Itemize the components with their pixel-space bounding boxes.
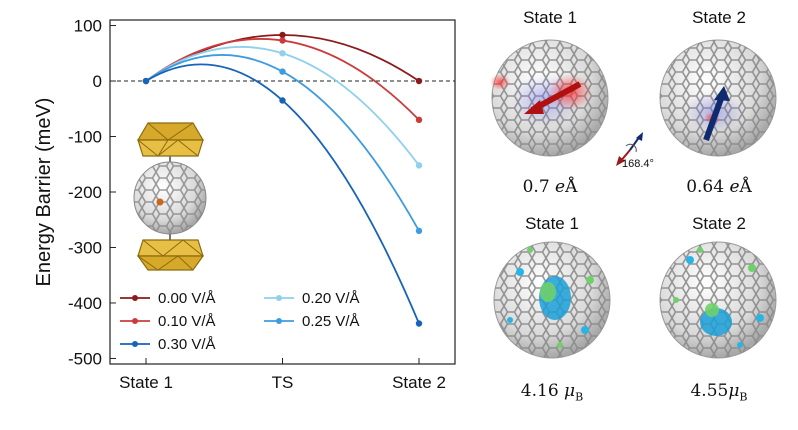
data-point bbox=[279, 31, 286, 39]
legend-label: 0.00 V/Å bbox=[158, 290, 216, 307]
panel-top-right-title: State 2 bbox=[692, 8, 746, 27]
panel-bottom-right-value-number: 4.55 bbox=[690, 381, 729, 401]
dipole-arrow-state2 bbox=[703, 94, 725, 142]
data-point bbox=[415, 116, 423, 124]
panel-bottom-left-title: State 1 bbox=[525, 214, 579, 233]
series-layer bbox=[142, 31, 423, 327]
panel-bottom-right-image bbox=[659, 241, 777, 359]
panel-bottom-left-value-number: 4.16 bbox=[520, 381, 559, 401]
x-tick-label: State 2 bbox=[392, 373, 446, 392]
legend-marker bbox=[132, 318, 138, 324]
legend-marker bbox=[276, 318, 282, 324]
y-tick-label: 0 bbox=[93, 72, 102, 91]
data-point bbox=[279, 97, 286, 104]
panel-top-left-value-number: 0.7 bbox=[522, 177, 550, 197]
junction-illustration bbox=[133, 122, 207, 271]
panel-bottom-left-image bbox=[493, 241, 611, 359]
y-tick-label: 100 bbox=[74, 17, 102, 36]
panel-top-right-value-unit-italic: e bbox=[729, 177, 740, 197]
gold-cluster-bottom bbox=[136, 239, 205, 271]
legend-label: 0.20 V/Å bbox=[302, 290, 360, 307]
y-tick-label: -100 bbox=[68, 128, 102, 147]
panel-bottom-right-title: State 2 bbox=[692, 214, 746, 233]
gold-cluster-top bbox=[136, 122, 205, 157]
panel-bottom-right-value: 4.55μB bbox=[669, 381, 769, 403]
panel-top-left-image bbox=[490, 39, 609, 157]
y-tick-label: -500 bbox=[68, 349, 102, 368]
legend-marker bbox=[132, 341, 138, 347]
panel-bottom-left-value: 4.16 μB bbox=[502, 381, 602, 403]
panel-bottom-right-value-unit-italic: μ bbox=[728, 381, 740, 401]
data-point bbox=[279, 37, 286, 44]
data-point bbox=[415, 162, 423, 169]
panel-top-right-value-unit: Å bbox=[739, 177, 752, 197]
legend-label: 0.30 V/Å bbox=[158, 336, 216, 353]
y-tick-label: -300 bbox=[68, 238, 102, 257]
legend-label: 0.25 V/Å bbox=[302, 313, 360, 330]
y-tick-label: -200 bbox=[68, 183, 102, 202]
panel-top-right-value: 0.64 eÅ bbox=[669, 177, 769, 197]
y-tick-label: -400 bbox=[68, 294, 102, 313]
x-tick-label: TS bbox=[272, 373, 294, 392]
legend-marker bbox=[132, 295, 138, 301]
data-point bbox=[279, 50, 286, 57]
panel-top-left-title: State 1 bbox=[523, 8, 577, 27]
data-point bbox=[415, 227, 423, 235]
legend-marker bbox=[276, 295, 282, 301]
data-point bbox=[415, 77, 423, 85]
data-point bbox=[279, 68, 286, 75]
data-point bbox=[415, 320, 423, 327]
data-point bbox=[142, 77, 150, 85]
panel-bottom-left-value-unit-italic: μ bbox=[564, 381, 576, 401]
panel-top-right-image bbox=[659, 39, 777, 157]
panel-bottom-left-value-unit-sub: B bbox=[575, 390, 584, 404]
fullerene-inset bbox=[133, 161, 207, 235]
angle-label: 168.4° bbox=[622, 158, 654, 170]
panel-bottom-right-value-unit-sub: B bbox=[739, 390, 748, 404]
x-tick-label: State 1 bbox=[119, 373, 173, 392]
panel-top-left-value: 0.7 eÅ bbox=[500, 177, 600, 197]
legend-label: 0.10 V/Å bbox=[158, 313, 216, 330]
x-axis: State 1 TS State 2 bbox=[119, 358, 446, 392]
angle-arrows bbox=[616, 132, 643, 166]
y-axis: 100 0 -100 -200 -300 -400 -500 bbox=[68, 17, 116, 368]
panel-top-left-value-unit: Å bbox=[565, 177, 578, 197]
panel-top-right-value-number: 0.64 bbox=[686, 177, 725, 197]
y-axis-title: Energy Barrier (meV) bbox=[33, 98, 55, 287]
legend: 0.00 V/Å 0.20 V/Å 0.10 V/Å 0.25 V/Å 0.30 V/Å bbox=[120, 290, 360, 353]
panel-top-left-value-unit-italic: e bbox=[555, 177, 566, 197]
